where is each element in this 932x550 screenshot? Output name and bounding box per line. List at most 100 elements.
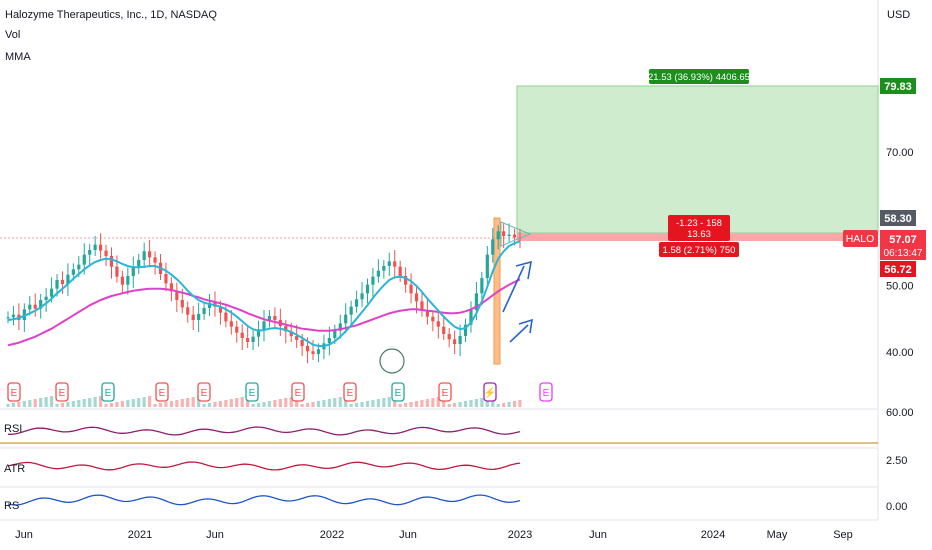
volume-bar <box>224 400 228 407</box>
event-markers[interactable]: E E E E E E E E E E ⚡ E <box>7 382 553 402</box>
candle-body <box>393 261 397 267</box>
profit-zone[interactable] <box>516 85 879 234</box>
volume-bar <box>218 401 223 407</box>
earnings-glyph: E <box>105 388 112 399</box>
earnings-marker[interactable] <box>55 382 69 402</box>
candle-body <box>28 304 32 310</box>
volume-bar <box>28 400 32 407</box>
earnings-marker[interactable] <box>391 382 405 402</box>
stats-line-2: 13.63 <box>687 229 711 240</box>
currency-label: USD <box>887 9 911 21</box>
candle-body <box>365 284 370 294</box>
earnings-marker[interactable] <box>343 382 357 402</box>
earnings-glyph: E <box>201 388 208 399</box>
volume-bar <box>88 398 92 407</box>
volume-bar <box>376 399 380 407</box>
target-price-tag <box>880 78 916 94</box>
time-tick-label: Jun <box>399 529 417 541</box>
volume-bar <box>186 398 190 407</box>
volume-bar <box>278 399 282 407</box>
rsi-line <box>8 426 521 436</box>
volume-bar <box>327 399 331 407</box>
candle-body <box>387 261 391 266</box>
candle-body <box>142 251 146 260</box>
candle-body <box>512 234 517 238</box>
candle-body <box>349 306 353 315</box>
candle-body <box>463 324 468 336</box>
earnings-marker[interactable] <box>155 382 169 402</box>
stop-price-text: 56.72 <box>884 264 912 276</box>
price-tick-label: 50.00 <box>886 280 914 292</box>
candle-body <box>22 309 26 320</box>
volume-bar <box>338 397 342 407</box>
candle-body <box>305 346 310 352</box>
candle-body <box>371 276 375 285</box>
earnings-marker[interactable] <box>291 382 305 402</box>
volume-bar <box>382 398 386 407</box>
volume-bar <box>284 398 288 407</box>
volume-bar <box>137 398 141 407</box>
dividend-marker[interactable] <box>483 382 497 402</box>
earnings-glyph: E <box>11 388 18 399</box>
candle-body <box>137 260 141 268</box>
candle-body <box>354 299 359 307</box>
volume-bar <box>360 402 364 407</box>
earnings-marker[interactable] <box>539 382 553 402</box>
rsi-label: RSI <box>4 423 22 435</box>
candle-body <box>235 326 239 333</box>
earnings-marker[interactable] <box>7 382 21 402</box>
volume-bar <box>409 402 413 407</box>
candle-body <box>180 300 184 308</box>
triangle-pattern <box>500 221 532 247</box>
volume-bar <box>240 397 244 407</box>
volume-bar <box>300 404 304 407</box>
earnings-marker[interactable] <box>245 382 259 402</box>
volume-bar <box>169 401 174 407</box>
earnings-marker[interactable] <box>101 382 115 402</box>
candle-body <box>284 326 288 332</box>
candle-body <box>273 316 277 320</box>
candle-body <box>191 314 195 320</box>
candles <box>6 222 522 364</box>
earnings-glyph: E <box>543 388 550 399</box>
rs-label: RS <box>4 500 19 512</box>
earnings-marker[interactable] <box>197 382 211 402</box>
volume-bar <box>148 396 152 407</box>
time-tick-label: Jun <box>589 529 607 541</box>
earnings-marker[interactable] <box>438 382 452 402</box>
earnings-glyph: E <box>295 388 302 399</box>
mma-fast-line <box>7 240 521 347</box>
volume-bar <box>354 403 359 407</box>
time-tick-label: May <box>767 529 788 541</box>
candle-body <box>376 270 380 277</box>
volume-bar <box>175 400 179 407</box>
candle-body <box>404 276 408 285</box>
price-tick-label: 40.00 <box>886 347 914 359</box>
candle-body <box>316 349 321 354</box>
candle-body <box>409 284 413 294</box>
rsi-tick: 60.00 <box>886 407 914 419</box>
candle-body <box>98 244 103 251</box>
volume-bar <box>496 404 500 407</box>
volume-bar <box>349 404 353 407</box>
volume-bar <box>436 397 440 407</box>
volume-bar <box>153 404 157 407</box>
candle-body <box>436 321 440 327</box>
volume-bar <box>213 402 217 407</box>
candle-body <box>88 250 92 255</box>
candle-body <box>153 257 157 263</box>
candle-body <box>474 293 479 310</box>
volume-bar <box>77 400 81 407</box>
volume-bar <box>17 402 21 407</box>
loss-tag <box>659 242 739 257</box>
volume-bar <box>414 401 419 407</box>
volume-bar <box>104 404 108 407</box>
candle-body <box>300 340 304 346</box>
candle-body <box>507 234 511 236</box>
atr-line <box>7 461 521 471</box>
profit-tag <box>649 69 749 84</box>
volume-bar <box>11 403 16 407</box>
candle-body <box>6 317 10 319</box>
volume-bar <box>262 402 266 407</box>
